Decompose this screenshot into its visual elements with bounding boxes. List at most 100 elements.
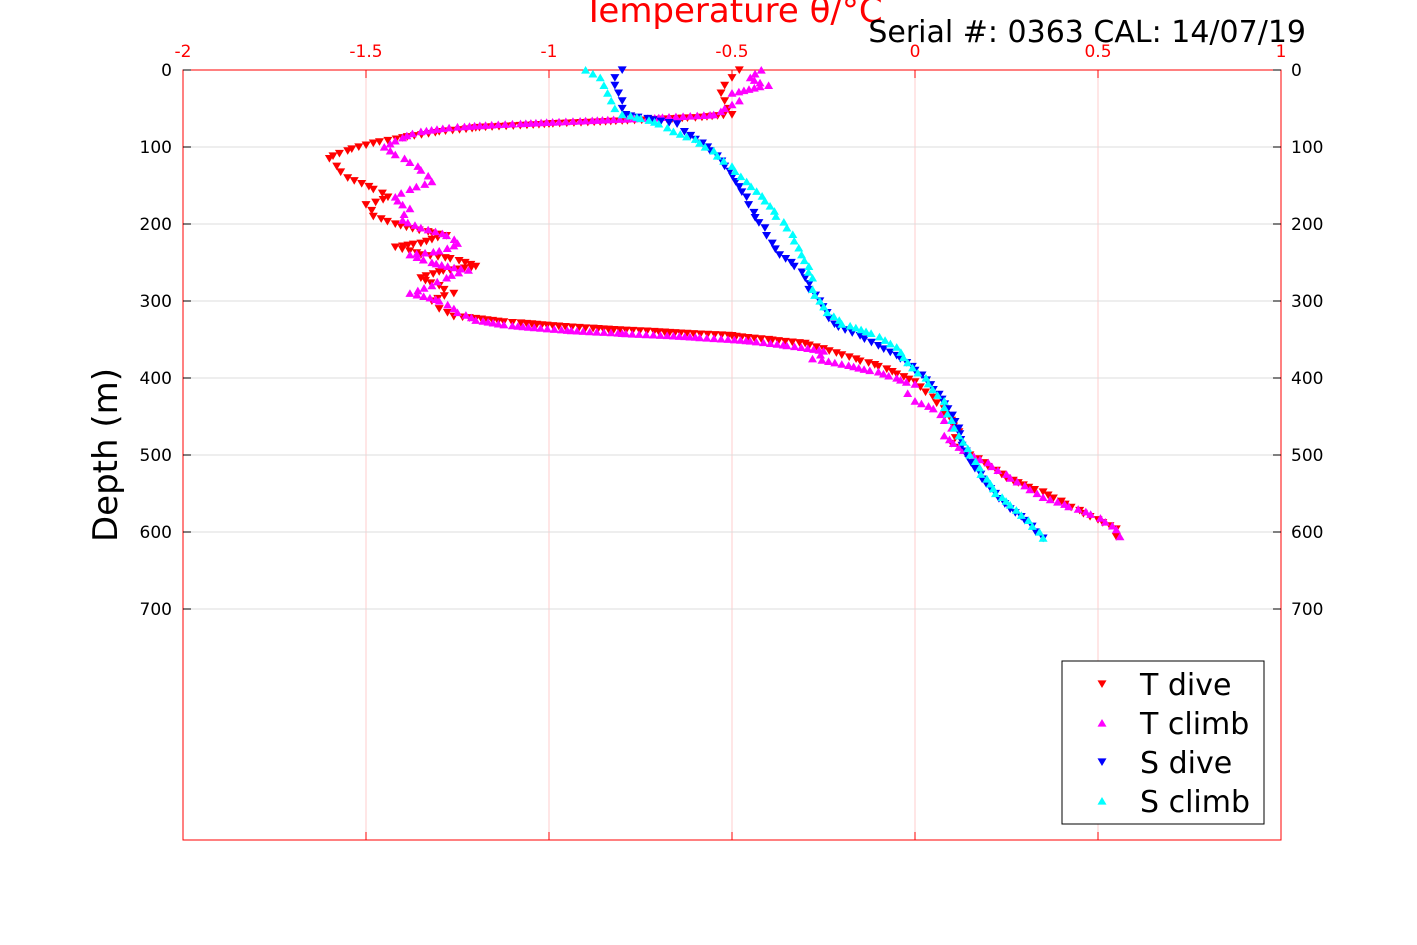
data-point bbox=[710, 331, 720, 339]
data-point bbox=[459, 122, 469, 131]
data-point bbox=[1100, 517, 1110, 526]
data-point bbox=[499, 320, 509, 329]
data-point bbox=[393, 196, 403, 205]
data-point bbox=[427, 281, 437, 290]
data-point bbox=[672, 120, 682, 128]
data-point bbox=[750, 69, 760, 78]
data-point bbox=[383, 193, 393, 202]
y-tick-label-left: 700 bbox=[140, 600, 172, 620]
x-tick-label: 0 bbox=[910, 42, 921, 62]
data-point bbox=[921, 388, 931, 397]
data-point bbox=[1111, 525, 1121, 534]
data-point bbox=[529, 323, 539, 332]
data-point bbox=[463, 266, 473, 274]
data-point bbox=[615, 115, 625, 123]
data-point bbox=[628, 326, 638, 335]
y-axis-ticks: 0 0 100 100 200 200 300 300 400 400 500 500 600 600 70… bbox=[140, 61, 1324, 620]
data-point bbox=[682, 329, 692, 338]
data-point bbox=[423, 225, 433, 234]
data-point bbox=[744, 85, 754, 93]
data-point bbox=[908, 363, 918, 372]
data-point bbox=[400, 154, 410, 163]
serial-cal-label: Serial #: 0363 CAL: 14/07/19 bbox=[868, 15, 1306, 50]
data-point bbox=[523, 323, 533, 331]
y-tick-label-right: 400 bbox=[1291, 369, 1323, 389]
data-point bbox=[727, 100, 737, 109]
data-point bbox=[734, 66, 744, 75]
data-point bbox=[572, 326, 582, 335]
data-point bbox=[416, 127, 426, 136]
data-point bbox=[734, 96, 744, 105]
data-point bbox=[800, 274, 810, 282]
data-point bbox=[723, 335, 733, 343]
y-tick-label-right: 700 bbox=[1291, 600, 1323, 620]
data-point bbox=[804, 280, 814, 288]
data-point bbox=[699, 111, 709, 119]
data-point bbox=[767, 239, 777, 248]
data-point bbox=[904, 375, 914, 384]
data-point bbox=[739, 86, 749, 95]
y-tick-label-left: 400 bbox=[140, 369, 172, 389]
data-point bbox=[588, 69, 598, 78]
data-point bbox=[971, 457, 981, 466]
data-point bbox=[421, 126, 431, 135]
data-point bbox=[354, 143, 364, 152]
data-point bbox=[428, 270, 438, 278]
data-point bbox=[954, 431, 964, 440]
data-point bbox=[692, 111, 702, 120]
data-point bbox=[567, 323, 577, 332]
data-point bbox=[405, 204, 415, 213]
data-point bbox=[1111, 533, 1121, 541]
data-point bbox=[349, 177, 359, 185]
data-point bbox=[896, 376, 906, 384]
data-point bbox=[874, 332, 884, 341]
data-point bbox=[810, 291, 820, 299]
data-point bbox=[720, 97, 730, 105]
series-t-dive bbox=[324, 66, 1121, 541]
y-tick-label-right: 200 bbox=[1291, 215, 1323, 235]
data-point bbox=[581, 65, 591, 74]
data-point bbox=[453, 122, 462, 131]
data-point bbox=[970, 464, 980, 473]
data-point bbox=[717, 331, 727, 340]
data-point bbox=[755, 82, 765, 91]
data-point bbox=[641, 330, 651, 339]
data-point bbox=[745, 336, 755, 345]
data-point bbox=[609, 325, 619, 334]
data-point bbox=[730, 167, 740, 175]
data-point bbox=[993, 466, 1003, 474]
data-point bbox=[976, 470, 986, 478]
data-point bbox=[790, 342, 800, 351]
data-point bbox=[606, 328, 616, 337]
data-point bbox=[851, 355, 861, 364]
data-point bbox=[765, 339, 775, 347]
x-axis-ticks: -2 -1.5 -1 -0.5 0 0.5 1 bbox=[175, 42, 1286, 840]
data-point bbox=[884, 371, 894, 380]
data-point bbox=[899, 373, 909, 381]
data-point bbox=[782, 341, 792, 350]
data-point bbox=[332, 162, 342, 171]
data-point bbox=[829, 312, 839, 320]
data-point bbox=[837, 360, 847, 368]
data-point bbox=[824, 357, 834, 366]
data-point bbox=[1023, 516, 1033, 525]
data-point bbox=[815, 296, 825, 305]
data-point bbox=[385, 139, 395, 148]
data-point bbox=[1073, 505, 1083, 513]
data-point bbox=[557, 325, 567, 334]
data-point bbox=[554, 322, 564, 331]
data-point bbox=[548, 118, 558, 126]
data-point bbox=[368, 212, 378, 221]
data-point bbox=[500, 120, 510, 128]
data-point bbox=[752, 187, 762, 195]
legend: T dive T climb S dive S climb bbox=[1061, 660, 1265, 825]
data-point bbox=[742, 177, 752, 186]
data-point bbox=[368, 139, 378, 148]
data-point bbox=[804, 285, 814, 294]
legend-entry: S climb bbox=[1097, 785, 1250, 820]
data-point bbox=[845, 321, 855, 330]
data-point bbox=[966, 459, 976, 467]
data-point bbox=[824, 314, 834, 323]
legend-entries: T dive T climb S dive S climb bbox=[1097, 668, 1250, 820]
